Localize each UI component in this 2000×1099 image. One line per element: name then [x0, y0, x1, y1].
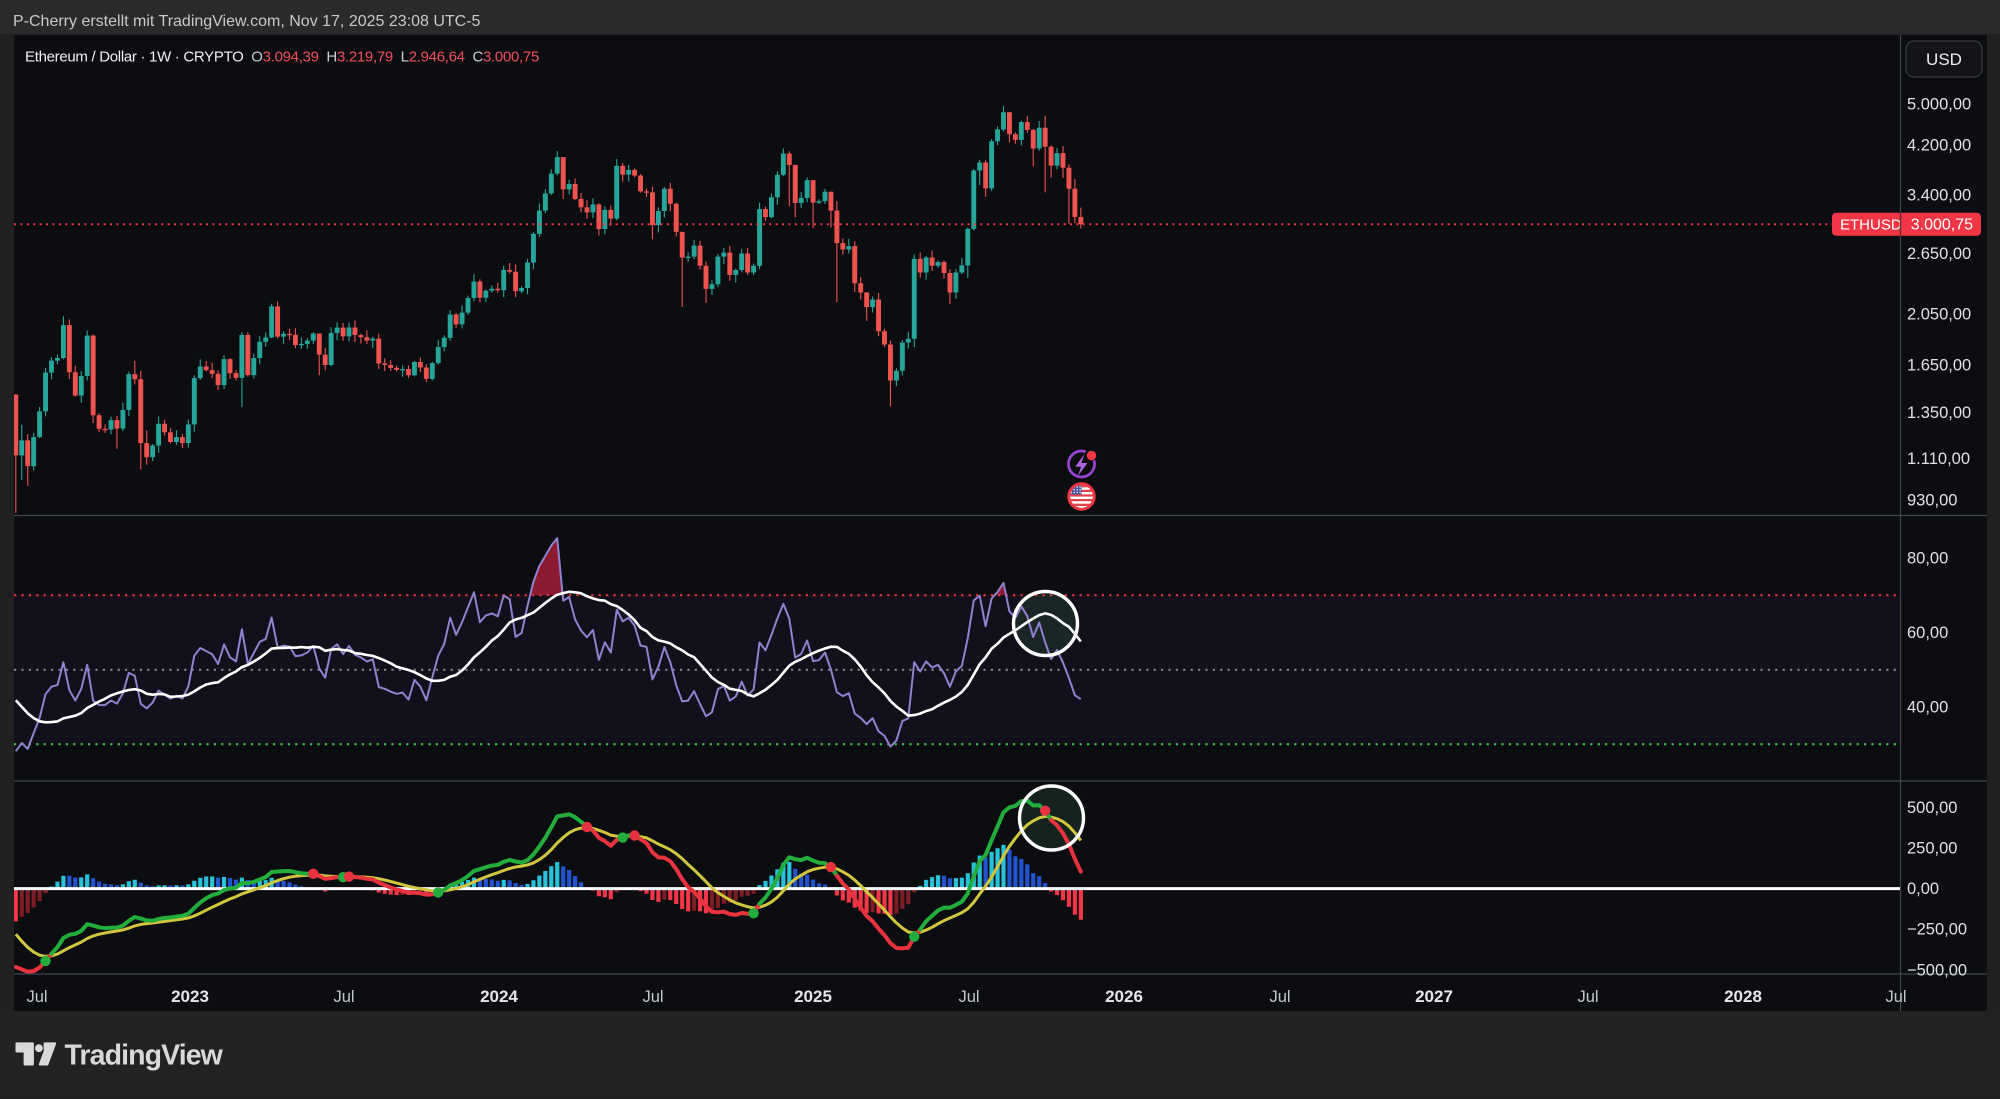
svg-text:Jul: Jul	[26, 988, 47, 1006]
svg-text:1.110,00: 1.110,00	[1907, 450, 1970, 468]
svg-text:250,00: 250,00	[1907, 840, 1957, 858]
svg-text:2024: 2024	[480, 987, 518, 1006]
svg-text:P-Cherry erstellt mit TradingV: P-Cherry erstellt mit TradingView.com, N…	[13, 13, 481, 30]
svg-text:60,00: 60,00	[1907, 624, 1948, 642]
svg-text:Jul: Jul	[1885, 988, 1906, 1006]
svg-text:Jul: Jul	[333, 988, 354, 1006]
svg-text:5.000,00: 5.000,00	[1907, 96, 1971, 114]
svg-text:2023: 2023	[171, 987, 209, 1006]
svg-text:3.400,00: 3.400,00	[1907, 186, 1971, 204]
svg-text:2025: 2025	[794, 987, 832, 1006]
svg-text:ETHUSD: ETHUSD	[1840, 217, 1902, 234]
svg-text:1.350,00: 1.350,00	[1907, 404, 1971, 422]
svg-text:2027: 2027	[1415, 987, 1453, 1006]
svg-text:USD: USD	[1926, 50, 1962, 69]
svg-text:−500,00: −500,00	[1907, 961, 1967, 979]
svg-text:2.650,00: 2.650,00	[1907, 245, 1971, 263]
svg-text:−250,00: −250,00	[1907, 921, 1967, 939]
svg-text:40,00: 40,00	[1907, 699, 1948, 717]
svg-text:1.650,00: 1.650,00	[1907, 357, 1971, 375]
svg-text:930,00: 930,00	[1907, 492, 1957, 510]
svg-text:Jul: Jul	[1577, 988, 1598, 1006]
svg-text:Jul: Jul	[958, 988, 979, 1006]
svg-text:Ethereum / Dollar · 1W · CRYPT: Ethereum / Dollar · 1W · CRYPTO O3.094,3…	[25, 49, 539, 66]
svg-text:TradingView: TradingView	[65, 1040, 224, 1072]
svg-text:3.000,75: 3.000,75	[1911, 217, 1973, 234]
svg-text:2.050,00: 2.050,00	[1907, 305, 1971, 323]
svg-text:Jul: Jul	[1269, 988, 1290, 1006]
svg-text:80,00: 80,00	[1907, 550, 1948, 568]
svg-text:2028: 2028	[1724, 987, 1762, 1006]
svg-text:500,00: 500,00	[1907, 799, 1957, 817]
svg-text:4.200,00: 4.200,00	[1907, 137, 1971, 155]
svg-text:Jul: Jul	[642, 988, 663, 1006]
svg-text:2026: 2026	[1105, 987, 1143, 1006]
svg-text:0,00: 0,00	[1907, 880, 1939, 898]
